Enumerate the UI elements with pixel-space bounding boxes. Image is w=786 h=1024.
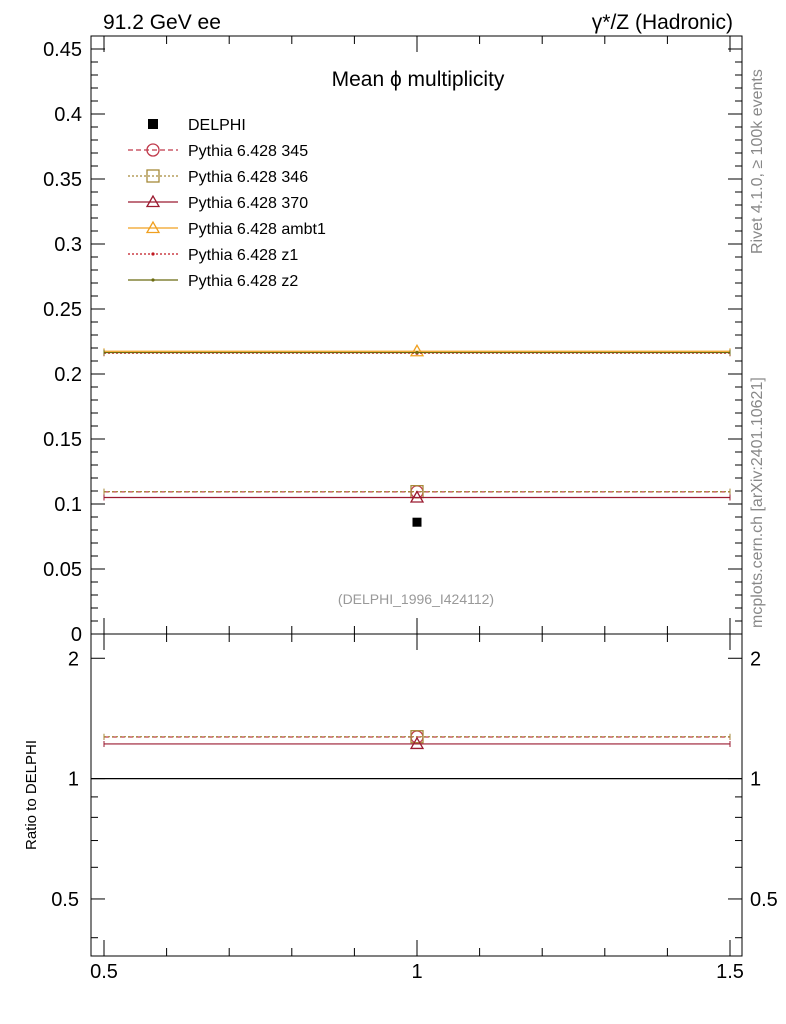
legend-marker-delphi — [148, 119, 158, 129]
legend-label-p370: Pythia 6.428 370 — [188, 195, 308, 212]
mcplots-label: mcplots.cern.ch [arXiv:2401.10621] — [749, 377, 766, 628]
xtick-label: 0.5 — [90, 961, 118, 983]
legend: DELPHI Pythia 6.428 345 Pythia 6.428 346 Py… — [128, 117, 326, 290]
series-marker-triangle — [409, 736, 425, 750]
ratio-ytick-label-right: 1 — [750, 769, 761, 791]
ratio-ytick-label: 0.5 — [51, 889, 79, 911]
series-marker-square — [146, 169, 160, 183]
legend-label-z2: Pythia 6.428 z2 — [188, 273, 298, 290]
xtick-label: 1.5 — [716, 961, 744, 983]
ratio-ylabel: Ratio to DELPHI — [23, 740, 40, 850]
main-ytick-label: 0.3 — [54, 234, 82, 256]
series-marker-triangle — [145, 220, 161, 234]
legend-label-delphi: DELPHI — [188, 117, 246, 134]
series-marker-dot — [415, 350, 419, 355]
ratio-series-group — [103, 730, 731, 750]
series-marker-dot — [151, 252, 155, 256]
main-ytick-label: 0 — [71, 624, 82, 646]
ratio-ytick-label-right: 2 — [750, 648, 761, 670]
main-series-group — [103, 343, 731, 527]
x-axis: 0.5 1 1.5 — [90, 36, 744, 983]
ratio-ytick-label: 1 — [68, 769, 79, 791]
main-y-axis: 0 0.05 0.1 0.15 0.2 0.25 0.3 0.35 0.4 0.45 — [43, 39, 742, 646]
main-ytick-label: 0.25 — [43, 299, 82, 321]
main-ytick-label: 0.1 — [54, 494, 82, 516]
analysis-label: (DELPHI_1996_I424112) — [338, 591, 494, 607]
series-marker-dot — [151, 278, 155, 282]
process-label: γ*/Z (Hadronic) — [592, 11, 733, 34]
series-marker-circle — [146, 143, 160, 157]
legend-label-z1: Pythia 6.428 z1 — [188, 247, 298, 264]
series-marker-triangle — [145, 194, 161, 208]
main-ytick-label: 0.2 — [54, 364, 82, 386]
ratio-plot-frame — [90, 633, 743, 957]
legend-label-ambt1: Pythia 6.428 ambt1 — [188, 221, 326, 238]
main-ytick-label: 0.15 — [43, 429, 82, 451]
xtick-label: 1 — [411, 961, 422, 983]
ratio-y-axis: 0.5 0.5 1 1 2 2 — [51, 648, 778, 939]
delphi-data-point — [412, 517, 422, 527]
legend-label-p345: Pythia 6.428 345 — [188, 143, 308, 160]
main-ytick-label: 0.45 — [43, 39, 82, 61]
main-ytick-label: 0.4 — [54, 104, 82, 126]
main-ytick-label: 0.05 — [43, 559, 82, 581]
rivet-label: Rivet 4.1.0, ≥ 100k events — [749, 69, 766, 254]
chart-title: Mean ϕ multiplicity — [332, 68, 505, 91]
series-marker-triangle — [409, 490, 425, 503]
ratio-ytick-label-right: 0.5 — [750, 889, 778, 911]
main-ytick-label: 0.35 — [43, 169, 82, 191]
series-marker-triangle — [409, 343, 425, 357]
energy-label: 91.2 GeV ee — [103, 11, 221, 34]
series-marker-square — [410, 730, 424, 744]
ratio-ytick-label: 2 — [68, 648, 79, 670]
legend-label-p346: Pythia 6.428 346 — [188, 169, 308, 186]
